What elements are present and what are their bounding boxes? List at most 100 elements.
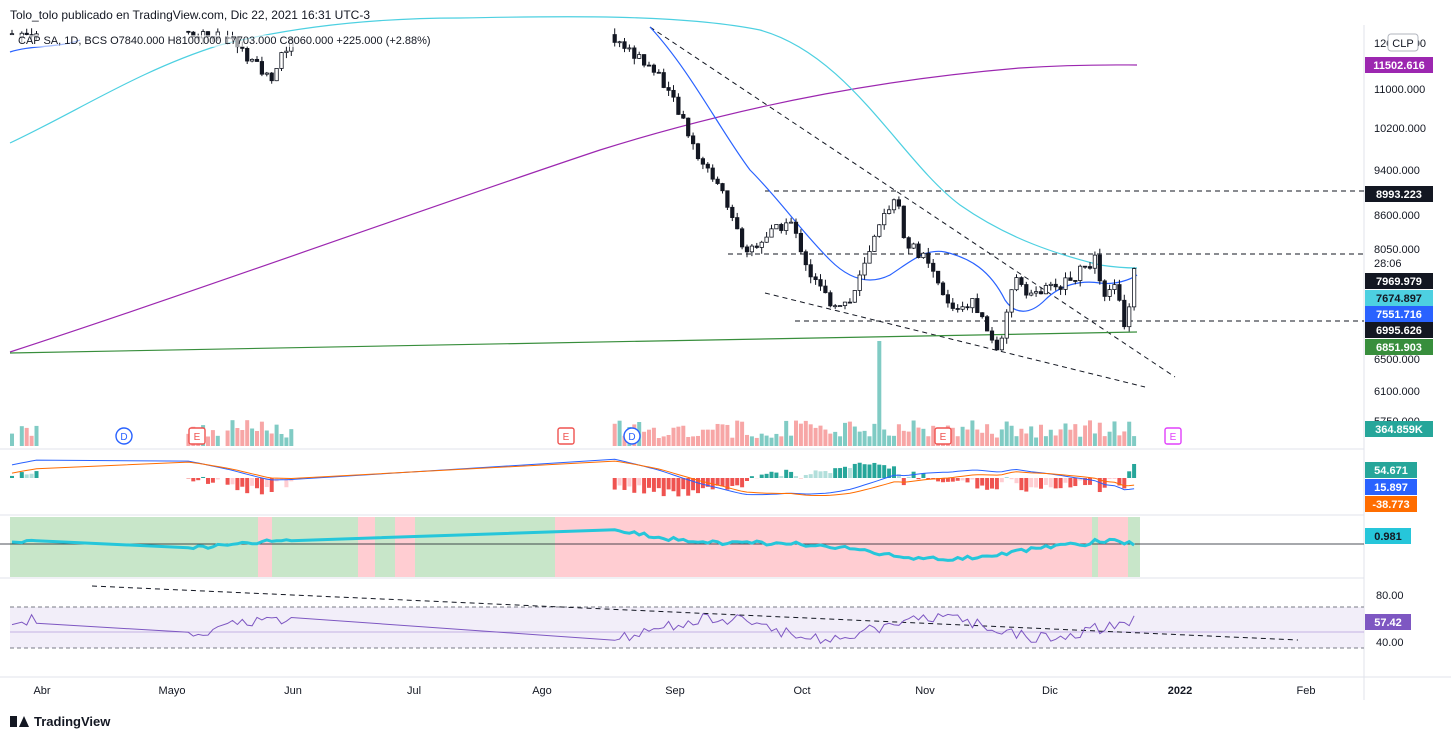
candle-body <box>676 96 681 115</box>
candle-body <box>1117 284 1122 301</box>
macd-bar <box>1088 478 1092 485</box>
candle-body <box>1053 283 1058 288</box>
macd-bar <box>627 478 632 487</box>
volume-bar <box>970 420 975 446</box>
candle-body <box>1004 311 1009 339</box>
volume-bar <box>700 429 705 446</box>
volume-bar <box>872 423 877 446</box>
earnings-marker[interactable] <box>557 427 575 445</box>
indicator-bands <box>10 517 1140 577</box>
currency-badge[interactable] <box>1387 33 1419 52</box>
macd-bar <box>764 473 769 478</box>
macd-bar <box>896 474 901 478</box>
indicator-band <box>10 517 258 577</box>
macd-line-tag-label: 15.897 <box>1374 482 1408 494</box>
indicator-band <box>1098 517 1128 577</box>
candle-body <box>1063 277 1068 290</box>
volume-bar <box>676 426 681 446</box>
volume-bar <box>1112 421 1117 446</box>
volume-bar <box>1029 426 1034 446</box>
candle-body <box>1083 265 1088 268</box>
volume-bar <box>990 433 994 446</box>
volume-bar <box>994 437 999 446</box>
volume-bar <box>255 430 259 446</box>
volume-bar <box>1068 429 1073 446</box>
volume-bar <box>671 427 676 446</box>
candle-body <box>686 117 691 137</box>
candle-body <box>945 294 951 304</box>
indicator-band <box>395 517 415 577</box>
publication-header: Tolo_tolo publicado en TradingView.com, … <box>10 8 370 22</box>
volume-bar <box>798 423 803 446</box>
volume-bar <box>965 429 970 446</box>
volume-bar <box>730 437 735 446</box>
candle-body <box>254 58 260 62</box>
tradingview-brand-label: TradingView <box>34 714 111 729</box>
candle-body <box>705 163 710 169</box>
drawings[interactable] <box>91 26 1364 641</box>
candle-body <box>896 199 902 207</box>
volume-bar <box>828 433 833 446</box>
volume-bar <box>779 436 784 446</box>
macd-bar <box>789 471 794 478</box>
volume-bar <box>1117 435 1122 446</box>
candle-body <box>642 54 647 66</box>
volume-bar <box>823 429 828 446</box>
earnings-marker[interactable] <box>934 427 952 445</box>
rsi-line <box>11 613 1135 645</box>
candle-body <box>1102 280 1107 297</box>
macd-bar <box>34 471 39 478</box>
dividend-marker[interactable] <box>623 427 641 445</box>
upper-trendline[interactable] <box>649 26 1176 378</box>
candle-body <box>612 34 617 43</box>
candle-body <box>622 41 627 49</box>
earnings-marker[interactable] <box>188 427 206 445</box>
symbol-legend[interactable]: CAP SA, 1D, BCS O7840.000 H8100.000 L770… <box>18 35 431 47</box>
macd-bar <box>250 478 255 486</box>
candle-body <box>1058 286 1063 290</box>
tradingview-logo-icon <box>10 716 29 727</box>
price-tags: 11502.616 8993.223 7969.979 7674.897 7551.71… <box>1365 57 1433 355</box>
macd-bar <box>955 478 960 481</box>
candle-body <box>671 89 676 98</box>
earnings-marker[interactable] <box>1164 427 1182 445</box>
volume-tag-label: 364.859K <box>1375 424 1423 436</box>
volume-bar <box>289 429 294 446</box>
candle-body <box>656 71 661 74</box>
macd-signal-tag <box>1365 496 1417 512</box>
volume-bar <box>215 435 220 446</box>
candle-body <box>735 217 740 230</box>
volume-bar <box>867 436 872 446</box>
volume-bar <box>725 424 730 446</box>
macd-hist-tag <box>1365 462 1417 478</box>
lower-trendline[interactable] <box>764 292 1146 388</box>
tradingview-brand[interactable]: TradingView <box>10 714 110 729</box>
macd-bar <box>779 476 784 478</box>
volume-bar <box>911 420 916 446</box>
macd-bar <box>686 478 691 496</box>
volume-bar <box>666 434 671 446</box>
candle-body <box>955 308 960 310</box>
candles <box>9 28 1137 351</box>
macd-bar <box>196 478 201 481</box>
price-tick: 9400.000 <box>1374 165 1420 177</box>
indicator-band <box>1092 517 1098 577</box>
macd-bar <box>936 478 941 482</box>
volume-bar <box>980 432 985 446</box>
volume-bar <box>686 436 691 446</box>
volume-bar <box>789 435 794 446</box>
rsi-trendline[interactable] <box>91 585 1299 641</box>
candle-body <box>911 243 916 249</box>
time-tick: Ago <box>532 685 552 697</box>
macd-bar <box>1019 478 1024 491</box>
candle-body <box>857 274 862 291</box>
macd-bar <box>774 472 779 478</box>
volume-bar <box>612 423 617 446</box>
macd-bar <box>813 470 818 478</box>
dividend-marker[interactable] <box>115 427 133 445</box>
price-tag <box>1365 57 1433 73</box>
macd-bar <box>1014 478 1019 484</box>
macd-bar <box>617 478 622 486</box>
